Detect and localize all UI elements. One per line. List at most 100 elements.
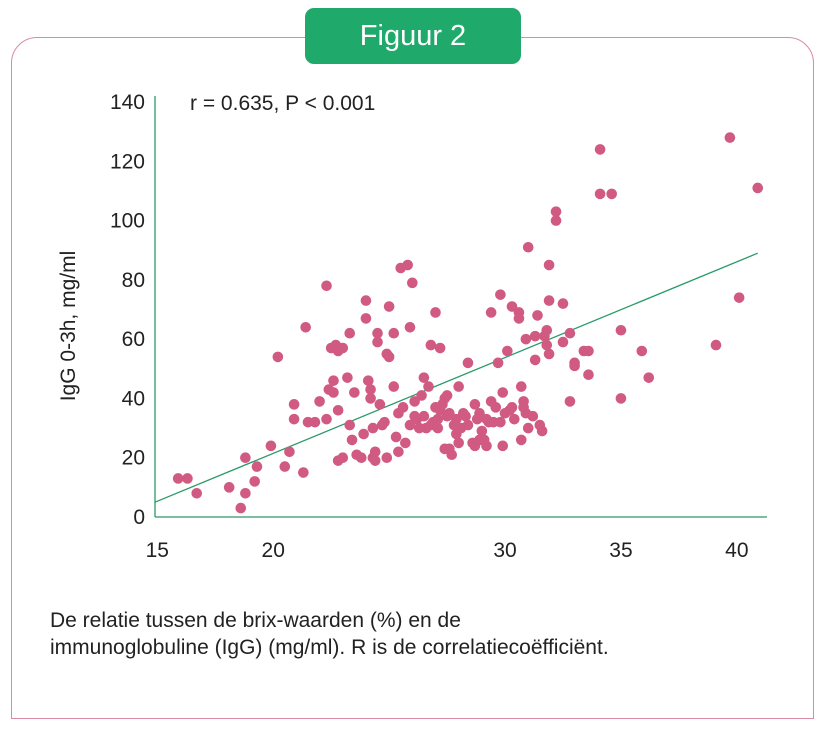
data-point xyxy=(564,327,576,339)
data-point xyxy=(388,381,400,392)
data-point xyxy=(490,402,502,413)
data-point xyxy=(557,336,569,348)
data-point xyxy=(191,487,203,499)
data-point xyxy=(367,422,379,434)
data-point xyxy=(288,399,300,410)
chart-annotation: r = 0.635, P < 0.001 xyxy=(190,92,375,115)
data-point xyxy=(328,387,339,398)
y-tick-label: 0 xyxy=(133,506,145,529)
data-point xyxy=(453,437,464,449)
data-point xyxy=(515,381,527,392)
data-point xyxy=(332,404,344,416)
data-point xyxy=(434,342,446,354)
trend-line xyxy=(154,252,758,503)
data-point xyxy=(550,215,562,226)
data-point xyxy=(432,422,444,434)
data-point xyxy=(337,452,349,464)
data-point xyxy=(522,241,534,253)
data-point xyxy=(485,307,497,318)
data-point xyxy=(374,399,386,410)
y-tick-label: 140 xyxy=(110,91,145,114)
data-point xyxy=(583,345,594,357)
figure-caption: De relatie tussen de brix-waarden (%) en… xyxy=(50,607,790,661)
data-point xyxy=(502,345,513,357)
x-tick-label: 40 xyxy=(725,539,748,562)
data-point xyxy=(506,402,518,413)
data-point xyxy=(369,455,381,466)
data-point xyxy=(460,410,471,422)
data-point xyxy=(337,342,349,354)
data-point xyxy=(358,428,369,440)
data-point xyxy=(223,482,235,493)
data-point xyxy=(550,206,562,217)
figure-badge: Figuur 2 xyxy=(305,8,521,64)
data-point xyxy=(344,327,356,339)
data-point xyxy=(372,327,383,339)
data-point xyxy=(724,132,736,143)
data-point xyxy=(423,381,434,392)
data-point xyxy=(557,298,569,309)
data-point xyxy=(543,348,555,360)
data-point xyxy=(393,446,404,458)
data-point xyxy=(469,399,481,410)
data-point xyxy=(425,339,437,351)
data-point xyxy=(543,295,555,306)
data-point xyxy=(383,351,395,363)
data-point xyxy=(360,295,372,306)
data-point xyxy=(606,188,617,200)
data-point xyxy=(418,372,430,383)
y-tick-label: 80 xyxy=(122,269,145,292)
data-point xyxy=(451,413,462,425)
y-tick-label: 120 xyxy=(110,150,145,173)
data-point xyxy=(527,410,539,422)
data-point xyxy=(344,419,356,431)
data-point xyxy=(249,476,260,487)
data-point xyxy=(430,307,441,318)
data-point xyxy=(506,301,518,312)
data-point xyxy=(279,461,291,472)
data-point xyxy=(441,390,453,401)
data-point xyxy=(594,188,606,200)
x-tick-label: 15 xyxy=(146,539,169,562)
data-point xyxy=(476,425,488,437)
data-point xyxy=(532,310,543,321)
data-point xyxy=(529,330,541,342)
data-point xyxy=(298,467,309,478)
data-point xyxy=(564,396,576,407)
data-point xyxy=(360,313,372,324)
data-point xyxy=(381,452,393,464)
data-point xyxy=(534,419,546,431)
y-tick-label: 60 xyxy=(122,328,145,351)
data-point xyxy=(643,372,655,383)
data-point xyxy=(309,416,321,428)
data-point xyxy=(446,449,458,461)
data-point xyxy=(583,369,594,381)
data-point xyxy=(615,324,627,336)
data-point xyxy=(444,407,455,419)
data-point xyxy=(522,422,534,434)
data-point xyxy=(509,413,520,425)
data-point xyxy=(407,277,418,289)
data-point xyxy=(515,434,527,446)
data-point xyxy=(492,357,504,369)
data-point xyxy=(404,321,416,333)
data-point xyxy=(541,324,553,336)
x-tick-label: 35 xyxy=(609,539,632,562)
data-point xyxy=(541,339,553,351)
data-point xyxy=(497,387,509,398)
data-point xyxy=(569,360,580,372)
data-point xyxy=(372,336,383,348)
data-point xyxy=(388,327,400,339)
scatter-chart: r = 0.635, P < 0.001 IgG 0-3h, mg/ml 0 20… xyxy=(57,91,767,562)
data-point xyxy=(402,259,413,271)
data-point xyxy=(455,422,467,434)
data-point xyxy=(453,381,464,392)
y-tick-label: 100 xyxy=(110,210,145,233)
data-point xyxy=(235,502,247,514)
data-point xyxy=(636,345,648,357)
data-point xyxy=(416,390,427,401)
data-point xyxy=(369,446,381,458)
y-axis-label: IgG 0-3h, mg/ml xyxy=(57,251,80,402)
data-point xyxy=(328,375,339,386)
data-point xyxy=(240,452,251,464)
